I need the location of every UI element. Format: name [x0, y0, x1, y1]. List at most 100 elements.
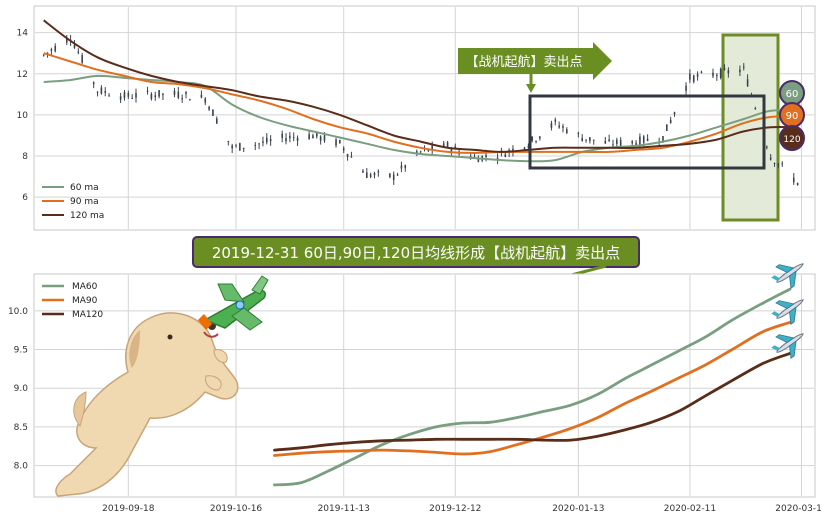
bottom-x-tick-label: 2020-03-11 [775, 504, 822, 514]
candle-body [96, 91, 99, 93]
candle-body [319, 136, 322, 141]
bottom-legend: MA60 MA90 MA120 [42, 282, 103, 320]
candle-body [181, 98, 183, 100]
candle-body [392, 174, 395, 180]
puppy-paw-back [205, 375, 222, 391]
candle-body [754, 107, 757, 109]
legend-label-90ma: 90 ma [70, 197, 99, 207]
candle-body [642, 136, 645, 143]
candle-body [154, 95, 157, 97]
candle-body [419, 151, 422, 153]
bottom-x-tick-label: 2020-02-11 [664, 504, 716, 514]
ma-badges: 60 90 120 [779, 80, 805, 151]
candle-body [485, 154, 487, 157]
candle-body [119, 96, 122, 100]
candle-body [592, 139, 595, 141]
arrow-shape [458, 42, 612, 80]
candle-body [692, 75, 695, 82]
candle-body [454, 146, 457, 149]
bottom-y-tick-label: 10.0 [8, 307, 28, 317]
candle-body [646, 138, 649, 141]
airplane-icon-1 [771, 263, 804, 289]
candle-body [377, 171, 380, 173]
candle-body [404, 165, 407, 169]
bottom-x-tick-label: 2019-11-13 [318, 504, 370, 514]
top-y-tick-label: 6 [22, 193, 28, 203]
candle-body [258, 143, 260, 145]
bottom-panel: 8.08.59.09.510.0 2019-09-18 2019-10-16 201… [8, 263, 822, 514]
candle-body [669, 119, 672, 124]
bottom-x-tick-label: 2020-01-13 [552, 504, 604, 514]
candle-body [531, 136, 534, 141]
candle-body [269, 139, 272, 142]
candle-body [54, 45, 57, 52]
candle-body [723, 68, 726, 70]
candle-body [312, 135, 314, 139]
bottom-y-tick-label: 8.0 [14, 462, 29, 472]
candle-body [189, 99, 191, 101]
candle-body [215, 118, 218, 124]
candle-body [350, 156, 353, 158]
bottom-x-tick-label: 2019-10-16 [210, 504, 263, 514]
candle-body [562, 126, 564, 128]
toy-plane-wing-bottom [231, 307, 263, 331]
candle-body [712, 72, 714, 77]
candle-body [362, 171, 364, 173]
puppy-illustration [55, 312, 239, 497]
candle-body [135, 93, 137, 98]
candle-body [173, 90, 176, 95]
bottom-ma-lines [273, 287, 792, 487]
candle-body [131, 98, 133, 100]
bottom-series-MA60 [273, 287, 792, 487]
candle-body [104, 91, 107, 93]
candle-body [616, 139, 618, 144]
candle-body [285, 138, 287, 142]
bottom-y-tick-label: 9.0 [14, 384, 29, 394]
candle-body [766, 146, 768, 148]
candle-body [292, 136, 295, 138]
top-plot-frame [33, 5, 816, 231]
candle-body [442, 143, 445, 148]
bottom-x-axis: 2019-09-18 2019-10-16 2019-11-13 2019-12-12… [102, 504, 822, 514]
top-y-axis: 6 8 10 12 14 [17, 29, 29, 203]
badge-60-label: 60 [786, 89, 799, 100]
candle-body [742, 66, 745, 68]
top-y-tick-label: 8 [22, 152, 28, 162]
candle-body [746, 79, 749, 87]
candle-body [719, 69, 722, 78]
candle-body [639, 136, 641, 146]
candle-body [727, 70, 730, 74]
candle-body [450, 148, 453, 152]
candle-body [769, 157, 772, 160]
sell-point-arrow-annotation: 【战机起航】卖出点 [458, 42, 612, 93]
candle-body [212, 109, 214, 116]
top-legend: 60 ma 90 ma 120 ma [42, 183, 104, 221]
candle-body [739, 69, 741, 73]
breakout-box [528, 94, 766, 170]
candle-body [265, 137, 268, 143]
candle-body [185, 92, 187, 95]
candle-body [289, 135, 291, 139]
candle-body [389, 173, 391, 178]
candle-body [208, 106, 210, 110]
airplane-icon-3 [771, 333, 804, 359]
candle-body [81, 55, 83, 63]
candle-body [65, 37, 68, 43]
candle-body [619, 140, 622, 146]
candle-body [262, 141, 264, 143]
bottom-y-tick-label: 8.5 [14, 423, 28, 433]
candle-body [554, 119, 557, 122]
legend-label-120ma: 120 ma [70, 211, 104, 221]
candle-body [527, 145, 530, 148]
top-series-90-ma [43, 52, 798, 155]
candle-body [308, 134, 310, 139]
candle-body [150, 93, 153, 99]
candle-body [666, 124, 668, 131]
candle-body [496, 157, 499, 160]
candle-body [46, 52, 49, 54]
badge-90-label: 90 [786, 111, 799, 122]
candle-body [577, 132, 580, 134]
top-panel: 6 8 10 12 14 【战机起航】卖出点 60 90 120 60 ma [17, 5, 816, 231]
candle-body [504, 154, 507, 157]
